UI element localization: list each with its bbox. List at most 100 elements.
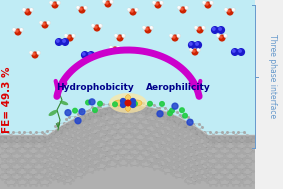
Circle shape <box>198 28 200 30</box>
Circle shape <box>31 9 32 10</box>
Circle shape <box>232 50 235 52</box>
Circle shape <box>12 28 16 32</box>
Circle shape <box>117 47 119 48</box>
Circle shape <box>178 7 179 8</box>
Circle shape <box>50 2 52 3</box>
Circle shape <box>102 0 106 4</box>
Circle shape <box>89 99 95 105</box>
Circle shape <box>26 10 28 12</box>
Circle shape <box>77 7 78 8</box>
Circle shape <box>157 111 163 117</box>
Circle shape <box>136 9 137 10</box>
Circle shape <box>109 46 113 50</box>
Circle shape <box>155 2 161 8</box>
Text: Three phase interface: Three phase interface <box>267 34 276 119</box>
Circle shape <box>82 52 88 58</box>
Circle shape <box>57 2 59 3</box>
Circle shape <box>152 1 156 5</box>
Circle shape <box>47 21 51 25</box>
Circle shape <box>180 7 186 13</box>
Circle shape <box>168 111 172 115</box>
Circle shape <box>213 28 215 30</box>
Circle shape <box>160 2 162 3</box>
Circle shape <box>197 48 201 52</box>
Circle shape <box>239 50 241 52</box>
Circle shape <box>185 6 189 10</box>
Circle shape <box>25 9 31 15</box>
Circle shape <box>110 0 114 4</box>
Circle shape <box>160 102 164 106</box>
Circle shape <box>32 52 38 58</box>
Circle shape <box>218 27 224 33</box>
Circle shape <box>100 25 101 26</box>
Circle shape <box>112 47 118 53</box>
Circle shape <box>88 52 95 58</box>
Circle shape <box>185 7 187 8</box>
Circle shape <box>142 26 146 30</box>
Circle shape <box>160 1 164 5</box>
Ellipse shape <box>125 95 131 105</box>
Circle shape <box>227 9 233 15</box>
Ellipse shape <box>132 100 142 106</box>
Circle shape <box>192 49 198 55</box>
Circle shape <box>64 34 68 38</box>
Circle shape <box>117 46 121 50</box>
Circle shape <box>172 35 178 41</box>
Circle shape <box>197 27 203 33</box>
Circle shape <box>133 101 137 106</box>
Circle shape <box>203 2 204 3</box>
Circle shape <box>148 101 152 106</box>
Circle shape <box>65 35 67 36</box>
Circle shape <box>123 35 124 36</box>
Circle shape <box>177 6 181 10</box>
Circle shape <box>145 27 151 33</box>
Circle shape <box>110 1 112 2</box>
Circle shape <box>143 27 144 28</box>
Circle shape <box>156 3 158 5</box>
Circle shape <box>84 6 88 10</box>
Circle shape <box>225 9 226 10</box>
Circle shape <box>231 49 238 55</box>
Circle shape <box>73 108 77 113</box>
Circle shape <box>86 100 90 105</box>
Polygon shape <box>0 105 255 189</box>
Circle shape <box>146 28 148 30</box>
Circle shape <box>72 34 76 38</box>
Circle shape <box>190 49 191 50</box>
Circle shape <box>110 47 112 48</box>
Circle shape <box>170 108 174 113</box>
Circle shape <box>30 8 34 12</box>
Circle shape <box>189 48 193 52</box>
Circle shape <box>65 110 71 116</box>
Circle shape <box>216 34 220 38</box>
Text: Aerophilicity: Aerophilicity <box>146 84 210 92</box>
Circle shape <box>20 29 22 30</box>
Circle shape <box>151 27 152 28</box>
Circle shape <box>217 35 218 36</box>
Circle shape <box>113 48 115 50</box>
Circle shape <box>68 36 70 38</box>
Circle shape <box>117 35 123 41</box>
Circle shape <box>118 36 120 38</box>
Circle shape <box>122 34 126 38</box>
Circle shape <box>92 25 93 26</box>
Circle shape <box>190 43 192 45</box>
Circle shape <box>114 34 118 38</box>
Circle shape <box>22 8 26 12</box>
Circle shape <box>206 3 208 5</box>
Circle shape <box>121 102 126 107</box>
Circle shape <box>212 27 218 33</box>
Circle shape <box>169 34 173 38</box>
Circle shape <box>42 22 48 28</box>
Circle shape <box>23 9 24 10</box>
Circle shape <box>94 25 100 31</box>
Circle shape <box>113 102 117 107</box>
Circle shape <box>57 40 59 42</box>
Circle shape <box>75 118 81 124</box>
Circle shape <box>180 108 184 112</box>
Circle shape <box>153 2 155 3</box>
Circle shape <box>128 9 129 10</box>
Circle shape <box>170 35 171 36</box>
Circle shape <box>79 109 85 115</box>
Circle shape <box>127 8 131 12</box>
